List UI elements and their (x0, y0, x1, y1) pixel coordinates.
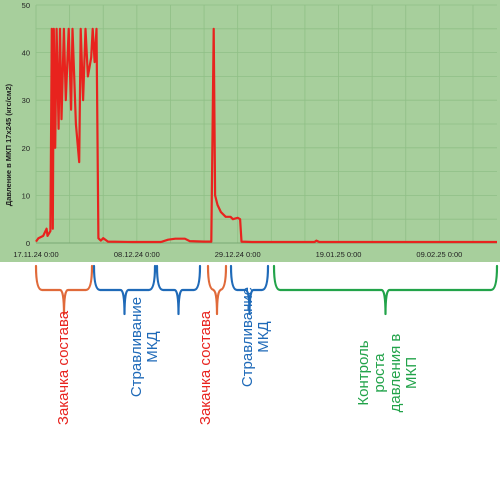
y-tick-labels: 0 10 20 30 40 50 (22, 1, 30, 248)
annotation-bracket (272, 264, 499, 316)
grid (35, 4, 497, 244)
x-tick-label: 29.12.24 0:00 (215, 250, 261, 259)
x-tick-label: 08.12.24 0:00 (114, 250, 160, 259)
annotation-bracket (229, 264, 270, 316)
y-tick-label: 0 (26, 239, 30, 248)
series-line (35, 27, 497, 244)
annotation-bleed-2: Стравливание МКД (239, 286, 272, 388)
y-tick-label: 40 (22, 49, 30, 58)
x-tick-label: 09.02.25 0:00 (416, 250, 462, 259)
y-axis-label: Давление в МКП 17х245 (кгс/см2) (4, 83, 13, 206)
plot-background (0, 0, 500, 262)
annotation-brackets (34, 264, 499, 316)
y-tick-label: 20 (22, 144, 30, 153)
y-tick-label: 10 (22, 191, 30, 200)
annotation-bracket (206, 264, 228, 316)
x-tick-label: 17.11.24 0:00 (13, 250, 58, 259)
y-tick-label: 30 (22, 96, 30, 105)
x-tick-labels: 17.11.24 0:00 08.12.24 0:00 29.12.24 0:00 1… (13, 250, 462, 259)
annotation-bracket (155, 264, 202, 316)
x-tick-label: 19.01.25 0:00 (316, 250, 362, 259)
annotation-injection-1: Закачка состава (55, 310, 72, 426)
y-tick-label: 50 (22, 1, 30, 10)
annotation-injection-2: Закачка состава (197, 310, 214, 426)
annotation-bracket (34, 264, 94, 316)
annotation-pressure-control: Контроль роста давления в МКП (355, 333, 420, 413)
annotation-bleed-1: Стравливание МКД (128, 296, 161, 398)
annotation-bracket (92, 264, 157, 316)
